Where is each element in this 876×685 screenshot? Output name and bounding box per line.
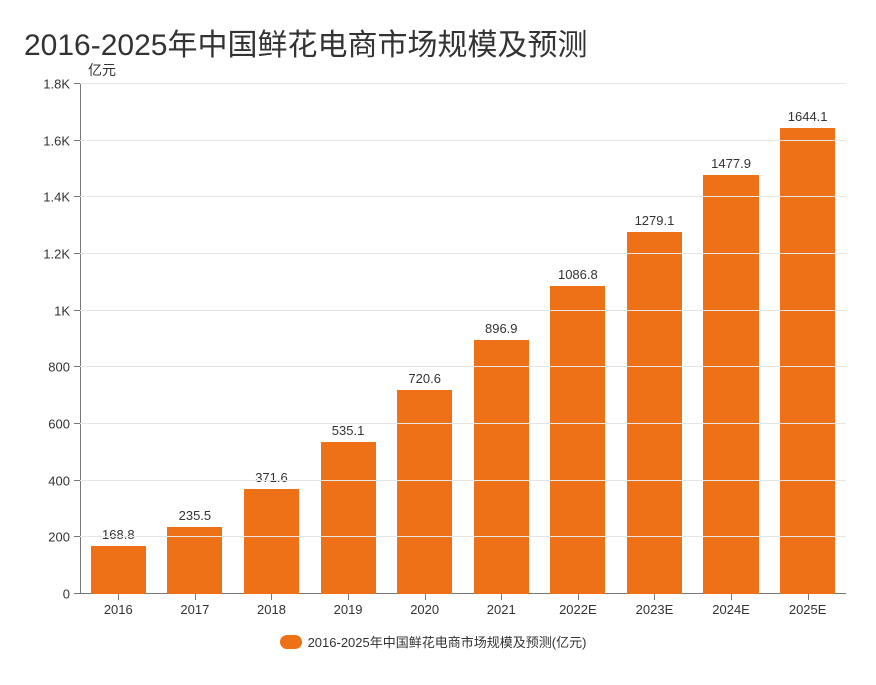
bar-slot: 371.62018: [233, 84, 310, 594]
bar-value-label: 896.9: [485, 321, 518, 336]
bar-rect: [627, 232, 682, 594]
bar-rect: [397, 390, 452, 594]
grid-line: [80, 196, 846, 197]
chart-title: 2016-2025年中国鲜花电商市场规模及预测: [24, 20, 846, 64]
grid-line: [80, 310, 846, 311]
x-tick-mark: [654, 594, 655, 600]
x-tick-mark: [348, 594, 349, 600]
legend-label: 2016-2025年中国鲜花电商市场规模及预测(亿元): [308, 632, 587, 651]
bar-value-label: 1644.1: [788, 109, 828, 124]
bar-slot: 1477.92024E: [693, 84, 770, 594]
x-tick-mark: [731, 594, 732, 600]
legend-swatch: [280, 635, 302, 649]
bars-row: 168.82016235.52017371.62018535.12019720.…: [80, 84, 846, 594]
grid-line: [80, 480, 846, 481]
y-axis-unit-label: 亿元: [88, 60, 116, 80]
bar-rect: [474, 340, 529, 594]
x-tick-mark: [118, 594, 119, 600]
y-tick-label: 600: [48, 417, 80, 432]
chart-container: 2016-2025年中国鲜花电商市场规模及预测 亿元 168.82016235.…: [0, 0, 876, 685]
y-tick-label: 1.2K: [43, 247, 80, 262]
bar-value-label: 1279.1: [635, 213, 675, 228]
y-tick-label: 0: [63, 587, 80, 602]
bar-rect: [91, 546, 146, 594]
grid-line: [80, 140, 846, 141]
x-tick-mark: [271, 594, 272, 600]
bar-slot: 535.12019: [310, 84, 387, 594]
bar-rect: [550, 286, 605, 594]
bar-rect: [703, 175, 758, 594]
bar-slot: 168.82016: [80, 84, 157, 594]
grid-line: [80, 536, 846, 537]
y-tick-label: 200: [48, 530, 80, 545]
bar-rect: [244, 489, 299, 594]
bar-value-label: 535.1: [332, 423, 365, 438]
y-tick-label: 1.8K: [43, 77, 80, 92]
bar-slot: 1644.12025E: [769, 84, 846, 594]
x-tick-mark: [501, 594, 502, 600]
x-tick-mark: [195, 594, 196, 600]
x-tick-mark: [578, 594, 579, 600]
bar-rect: [321, 442, 376, 594]
x-tick-mark: [425, 594, 426, 600]
bar-value-label: 1477.9: [711, 156, 751, 171]
bar-value-label: 1086.8: [558, 267, 598, 282]
y-tick-label: 1K: [54, 303, 80, 318]
bar-value-label: 371.6: [255, 470, 288, 485]
legend: 2016-2025年中国鲜花电商市场规模及预测(亿元): [20, 632, 846, 651]
y-tick-label: 1.6K: [43, 133, 80, 148]
bar-value-label: 720.6: [408, 371, 441, 386]
grid-line: [80, 253, 846, 254]
y-tick-label: 400: [48, 473, 80, 488]
grid-line: [80, 83, 846, 84]
bar-value-label: 235.5: [179, 508, 212, 523]
y-tick-label: 800: [48, 360, 80, 375]
bar-value-label: 168.8: [102, 527, 135, 542]
bar-slot: 896.92021: [463, 84, 540, 594]
y-tick-label: 1.4K: [43, 190, 80, 205]
x-tick-mark: [808, 594, 809, 600]
plot-area: 168.82016235.52017371.62018535.12019720.…: [80, 84, 846, 594]
bar-slot: 1086.82022E: [540, 84, 617, 594]
bar-slot: 1279.12023E: [616, 84, 693, 594]
bar-rect: [780, 128, 835, 594]
grid-line: [80, 366, 846, 367]
bar-slot: 235.52017: [157, 84, 234, 594]
bar-slot: 720.62020: [386, 84, 463, 594]
grid-line: [80, 423, 846, 424]
